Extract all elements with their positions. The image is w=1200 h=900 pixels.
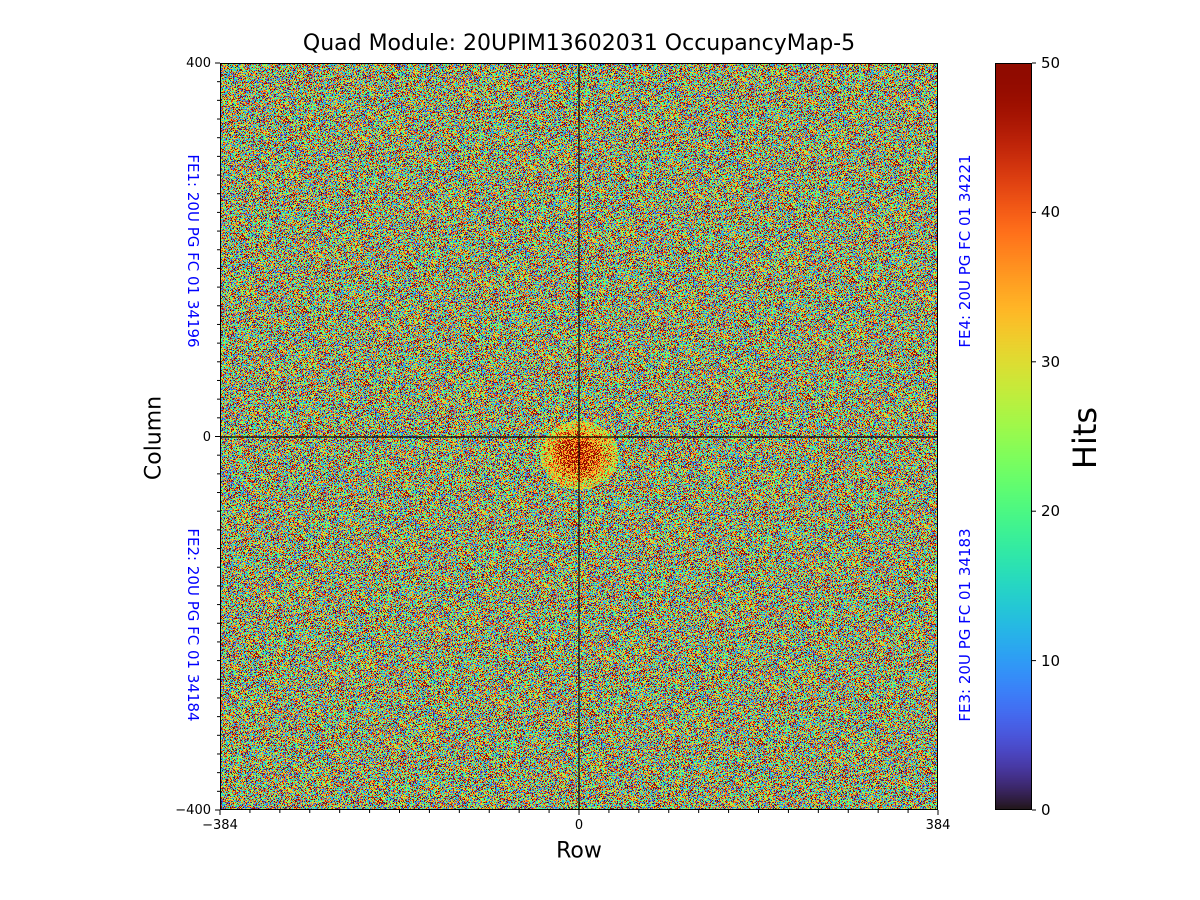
fe1-label: FE1: 20U PG FC 01 34196 bbox=[184, 154, 202, 348]
chart-title: Quad Module: 20UPIM13602031 OccupancyMap… bbox=[302, 31, 856, 56]
y-axis-title: Column bbox=[141, 395, 167, 481]
colorbar-tick-label: 30 bbox=[1041, 353, 1061, 371]
quadrant-divider-lines bbox=[221, 64, 937, 809]
x-tick-label: −384 bbox=[202, 818, 238, 833]
colorbar-tick-label: 20 bbox=[1041, 502, 1061, 520]
colorbar bbox=[995, 63, 1032, 810]
heatmap-plot-area bbox=[220, 63, 938, 810]
colorbar-tick-label: 40 bbox=[1041, 203, 1061, 221]
x-tick-label: 0 bbox=[574, 818, 584, 833]
y-tick-label: −400 bbox=[175, 803, 211, 818]
colorbar-tick-label: 0 bbox=[1041, 801, 1051, 819]
fe3-label: FE3: 20U PG FC 01 34183 bbox=[956, 528, 974, 722]
y-tick-label: 400 bbox=[186, 56, 211, 71]
colorbar-tick-label: 10 bbox=[1041, 652, 1061, 670]
fe2-label: FE2: 20U PG FC 01 34184 bbox=[184, 528, 202, 722]
x-axis-title: Row bbox=[556, 838, 602, 864]
x-tick-label: 384 bbox=[925, 818, 951, 833]
y-tick-label: 0 bbox=[202, 430, 211, 445]
colorbar-label: Hits bbox=[1066, 406, 1104, 470]
colorbar-tick-label: 50 bbox=[1041, 54, 1061, 72]
fe4-label: FE4: 20U PG FC 01 34221 bbox=[956, 154, 974, 348]
